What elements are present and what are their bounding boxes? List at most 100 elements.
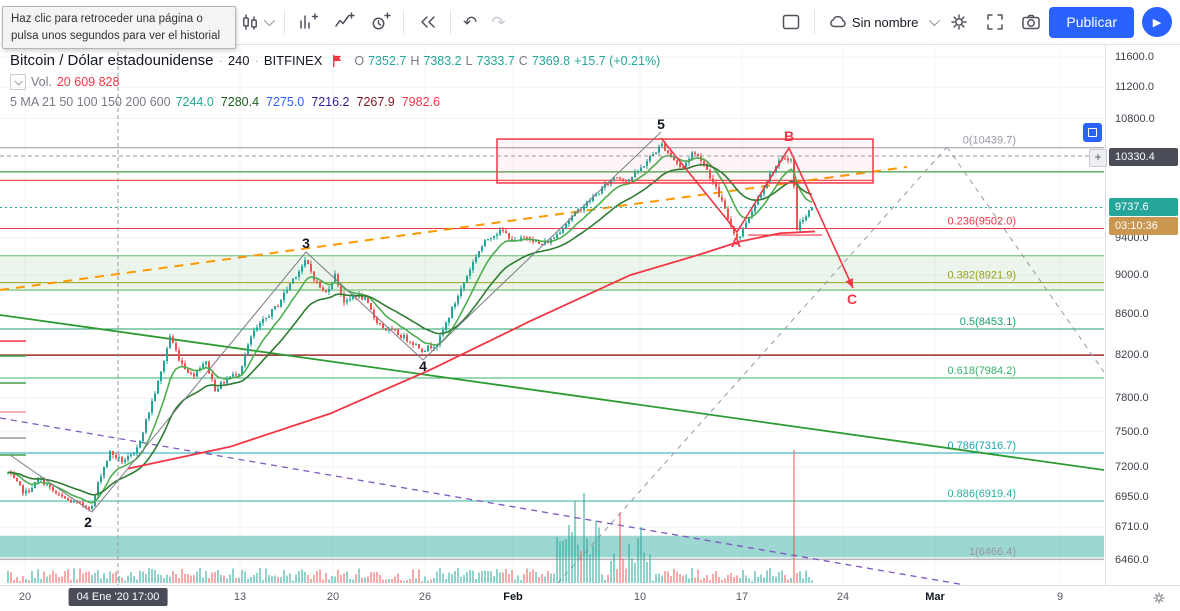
price-axis[interactable]: 11600.0 11200.0 10800.0 9400.0 9000.0 8600.0 8…: [1089, 45, 1180, 585]
trend-line: [0, 166, 908, 291]
ma-values: 7244.0 7280.4 7275.0 7216.2 7267.9 7982.6: [176, 95, 440, 109]
chart-style-button[interactable]: [232, 6, 279, 38]
undo-button[interactable]: ↶: [456, 6, 484, 38]
layout-menu-button[interactable]: [925, 6, 941, 38]
price-tick: 11200.0: [1115, 81, 1154, 94]
alert-button[interactable]: [362, 6, 398, 38]
resistance-box[interactable]: [496, 138, 874, 184]
crosshair-price-badge: 10330.4: [1109, 147, 1178, 166]
ohlc-readout: O 7352.7 H 7383.2 L 7333.7 C 7369.8 +15.7 (+…: [354, 53, 661, 68]
moving-average-line: [7, 163, 813, 496]
change-readout: +15.7 (+0.21%): [574, 53, 661, 68]
stream-button[interactable]: ▶: [1142, 7, 1172, 37]
indicators-button[interactable]: [326, 6, 362, 38]
impulse-wave-line[interactable]: [9, 131, 662, 513]
bar-replay-button[interactable]: [409, 6, 445, 38]
wave-label-A[interactable]: A: [731, 234, 741, 250]
volume-value: 20 609 828: [56, 75, 120, 89]
layout-grid-icon: [782, 14, 800, 30]
interval-label[interactable]: 240: [227, 53, 250, 68]
fib-label: 0(10439.7): [963, 135, 1016, 147]
candlestick-style-icon: [243, 14, 257, 30]
flag-icon[interactable]: [330, 53, 345, 68]
chevron-down-icon: [929, 14, 941, 27]
time-tick: 26: [418, 591, 432, 603]
wave-label-2[interactable]: 2: [84, 514, 92, 530]
symbol-row: Bitcoin / Dólar estadounidense · 240 · B…: [10, 52, 661, 69]
trend-line: [0, 314, 1104, 471]
price-tick: 7200.0: [1115, 460, 1149, 473]
trend-line: [0, 417, 966, 585]
compare-button[interactable]: [290, 6, 326, 38]
price-tick: 9000.0: [1115, 269, 1149, 282]
fullscreen-button[interactable]: [977, 6, 1013, 38]
symbol-title[interactable]: Bitcoin / Dólar estadounidense: [10, 52, 214, 69]
exchange-label[interactable]: BITFINEX: [263, 53, 323, 68]
time-axis-settings-button[interactable]: [1151, 590, 1167, 611]
gear-icon: [951, 14, 968, 30]
correction-wave-line[interactable]: [660, 137, 854, 289]
volume-row: Vol. 20 609 828: [10, 74, 660, 90]
ma-label: 5 MA 21 50 100 150 200 600: [10, 95, 171, 109]
wave-label-C[interactable]: C: [847, 291, 857, 307]
ma-value: 7244.0: [175, 95, 214, 109]
layout-select-button[interactable]: [773, 6, 809, 38]
browser-back-tooltip: Haz clic para retroceder una página o pu…: [2, 6, 236, 50]
time-tick: 24: [836, 591, 850, 603]
chart-settings-button[interactable]: [941, 6, 977, 38]
time-tick: 9: [1056, 591, 1064, 603]
wave-label-3[interactable]: 3: [302, 235, 310, 251]
play-icon: ▶: [1152, 16, 1162, 29]
price-tick: 8200.0: [1115, 349, 1149, 362]
price-band: [0, 257, 1104, 290]
alert-clock-icon: [372, 12, 391, 30]
legend-collapse-button[interactable]: [10, 74, 26, 90]
publish-button[interactable]: Publicar: [1049, 6, 1134, 38]
price-tick: 7800.0: [1115, 392, 1149, 405]
volume-label: Vol.: [31, 75, 52, 89]
ma-value: 7267.9: [356, 95, 395, 109]
chart-drawing: 0(10439.7) 0.236(9502.0) 0.382(8921.9) 0.5(…: [0, 45, 1104, 585]
time-tick: 13: [233, 591, 247, 603]
time-tick: 20: [18, 591, 32, 603]
layout-name: Sin nombre: [851, 14, 919, 30]
save-layout-button[interactable]: Sin nombre: [820, 6, 925, 38]
crosshair-time-badge: 04 Ene '20 17:00: [68, 588, 168, 606]
time-tick: 10: [633, 591, 647, 603]
chevron-down-icon: [263, 14, 276, 27]
fib-label: 0.236(9502.0): [948, 216, 1017, 228]
toolbar-divider: [403, 10, 404, 34]
price-tick: 11600.0: [1115, 51, 1154, 64]
cloud-save-icon: [830, 15, 846, 28]
snapshot-button[interactable]: [1013, 6, 1049, 38]
price-tick: 6950.0: [1115, 491, 1149, 504]
ma-value: 7275.0: [266, 95, 305, 109]
compare-icon: [300, 13, 319, 29]
rewind-icon: [421, 16, 435, 28]
ma-value: 7982.6: [401, 95, 440, 109]
restore-pane-icon: [1088, 128, 1097, 137]
price-tick: 7500.0: [1115, 425, 1149, 438]
fib-label: 1(6466.4): [969, 546, 1016, 558]
wave-label-5[interactable]: 5: [657, 116, 665, 132]
chart-canvas[interactable]: 0(10439.7) 0.236(9502.0) 0.382(8921.9) 0.5(…: [0, 45, 1104, 585]
price-tick: 6710.0: [1115, 521, 1149, 534]
last-price-badge: 9737.6: [1109, 198, 1178, 217]
fib-label: 0.382(8921.9): [948, 270, 1017, 282]
add-alert-plus-button[interactable]: +: [1089, 148, 1107, 167]
toolbar-divider: [450, 10, 451, 34]
fib-label: 0.886(6919.4): [948, 488, 1017, 500]
fib-label: 0.5(8453.1): [960, 316, 1016, 328]
toolbar-divider: [813, 10, 815, 34]
ma-value: 7280.4: [220, 95, 260, 109]
candles: [6, 140, 814, 512]
wave-label-4[interactable]: 4: [419, 358, 427, 374]
redo-button[interactable]: ↷: [484, 6, 512, 38]
wave-label-B[interactable]: B: [784, 128, 794, 144]
time-axis[interactable]: 20 13 20 26 Feb 10 17 24 Mar 9 04 Ene '20 17:00: [0, 585, 1180, 609]
ma-row: 5 MA 21 50 100 150 200 600 7244.0 7280.4 7…: [10, 95, 660, 109]
restore-pane-button[interactable]: [1083, 123, 1102, 142]
chart-legend: Bitcoin / Dólar estadounidense · 240 · B…: [10, 52, 660, 114]
fib-label: 0.786(7316.7): [948, 440, 1017, 452]
price-tick: 10800.0: [1115, 112, 1155, 125]
